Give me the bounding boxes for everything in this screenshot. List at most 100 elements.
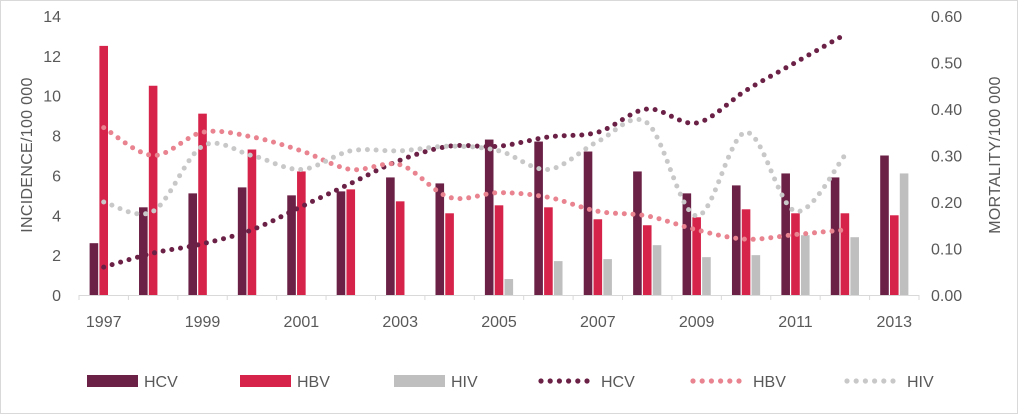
line-dot-hbv xyxy=(838,227,844,233)
line-dot-hiv xyxy=(816,191,822,197)
bar-hcv xyxy=(830,177,840,295)
y-tick-label: 6 xyxy=(52,168,61,185)
line-dot-hcv xyxy=(203,240,209,246)
line-dot-hiv xyxy=(205,141,211,147)
x-tick-label: 2009 xyxy=(679,314,715,331)
line-dot-hcv xyxy=(552,133,558,139)
line-dot-hcv xyxy=(570,132,576,138)
line-dot-hiv xyxy=(151,208,157,214)
line-dot-hbv xyxy=(354,167,360,173)
line-dot-hcv xyxy=(302,202,308,208)
line-dot-hbv xyxy=(185,136,191,142)
line-dot-hiv xyxy=(545,167,551,172)
legend-label: HBV xyxy=(297,374,330,391)
line-dot-hcv xyxy=(439,145,445,150)
line-dot-hcv xyxy=(709,113,715,119)
bar-hbv xyxy=(741,209,751,295)
line-dot-hbv xyxy=(245,133,251,139)
line-dot-hbv xyxy=(501,190,506,196)
line-dot-hiv xyxy=(426,145,432,151)
line-dot-hiv xyxy=(757,144,763,150)
line-dot-hbv xyxy=(483,191,489,197)
line-dot-hcv xyxy=(143,252,149,258)
y-tick-label: 4 xyxy=(52,208,61,225)
line-dot-hiv xyxy=(667,167,673,173)
legend-swatch-dots-hbv xyxy=(699,378,705,384)
line-dot-hcv xyxy=(685,120,691,126)
bar-hiv xyxy=(800,235,810,295)
line-dot-hbv xyxy=(509,190,515,196)
line-dot-hbv xyxy=(210,128,216,134)
line-dot-hbv xyxy=(219,129,225,135)
line-dot-hbv xyxy=(759,236,765,242)
line-dot-hiv xyxy=(775,184,781,190)
line-dot-hiv xyxy=(143,211,149,217)
line-dot-hiv xyxy=(470,144,476,150)
y2-tick-label: 0.20 xyxy=(931,195,962,212)
line-dot-hiv xyxy=(561,161,567,167)
line-dot-hcv xyxy=(373,168,379,174)
line-dot-hbv xyxy=(440,192,446,198)
line-dot-hbv xyxy=(253,135,259,141)
bar-hcv xyxy=(484,139,494,295)
line-dot-hiv xyxy=(654,134,660,140)
line-dot-hiv xyxy=(674,183,680,189)
legend-swatch-bar-hbv xyxy=(240,375,291,387)
line-dot-hiv xyxy=(831,169,837,175)
line-dot-hcv xyxy=(262,221,268,227)
line-dot-hbv xyxy=(296,147,302,153)
legend-swatch-bar-hcv xyxy=(87,375,138,387)
line-dot-hcv xyxy=(612,121,618,127)
line-dot-hiv xyxy=(443,143,449,149)
line-dot-hiv xyxy=(117,206,123,212)
line-dot-hiv xyxy=(590,141,596,147)
line-dot-hcv xyxy=(693,120,699,126)
line-dot-hcv xyxy=(349,180,355,186)
bar-hcv xyxy=(386,177,395,295)
line-dot-hcv xyxy=(195,242,201,248)
line-dot-hbv xyxy=(553,196,559,202)
line-dot-hcv xyxy=(333,187,339,193)
legend-swatch-bar-hiv xyxy=(394,375,445,387)
line-dot-hiv xyxy=(478,145,484,151)
line-dot-hbv xyxy=(345,166,351,172)
line-dot-hcv xyxy=(118,259,124,265)
y-tick-label: 10 xyxy=(43,89,61,106)
line-dot-hbv xyxy=(178,140,184,146)
line-dot-hiv xyxy=(716,179,722,185)
line-dot-hcv xyxy=(604,126,610,131)
line-dot-hcv xyxy=(535,136,541,142)
line-dot-hcv xyxy=(109,262,115,268)
bar-hcv xyxy=(336,191,346,295)
line-dot-hcv xyxy=(286,210,292,216)
line-dot-hiv xyxy=(650,126,656,132)
line-dot-hcv xyxy=(101,264,107,270)
line-dot-hcv xyxy=(310,198,315,204)
x-tick-label: 2005 xyxy=(481,314,517,331)
line-dot-hcv xyxy=(783,65,789,71)
legend-swatch-dots-hiv xyxy=(862,378,869,384)
line-dot-hbv xyxy=(733,235,739,241)
line-dot-hcv xyxy=(627,112,633,118)
bar-hbv xyxy=(395,201,405,295)
line-dot-hiv xyxy=(761,152,767,158)
line-dot-hbv xyxy=(397,162,403,168)
line-dot-hiv xyxy=(661,150,667,156)
line-dot-hbv xyxy=(115,135,121,141)
y2-tick-label: 0.30 xyxy=(931,149,962,166)
line-dot-hbv xyxy=(122,140,128,146)
line-dot-hiv xyxy=(779,192,785,198)
legend-label: HIV xyxy=(907,374,934,391)
line-dot-hcv xyxy=(702,117,708,123)
line-dot-hbv xyxy=(777,234,782,240)
legend-swatch-dots-hbv xyxy=(727,378,733,384)
bar-hbv xyxy=(148,85,158,295)
line-dot-hbv xyxy=(673,221,679,227)
line-dot-hiv xyxy=(223,142,229,148)
line-dot-hbv xyxy=(163,150,169,155)
bar-hbv xyxy=(889,215,899,295)
line-dot-hbv xyxy=(681,224,687,229)
line-dot-hbv xyxy=(595,208,601,214)
line-dot-hcv xyxy=(768,73,773,79)
